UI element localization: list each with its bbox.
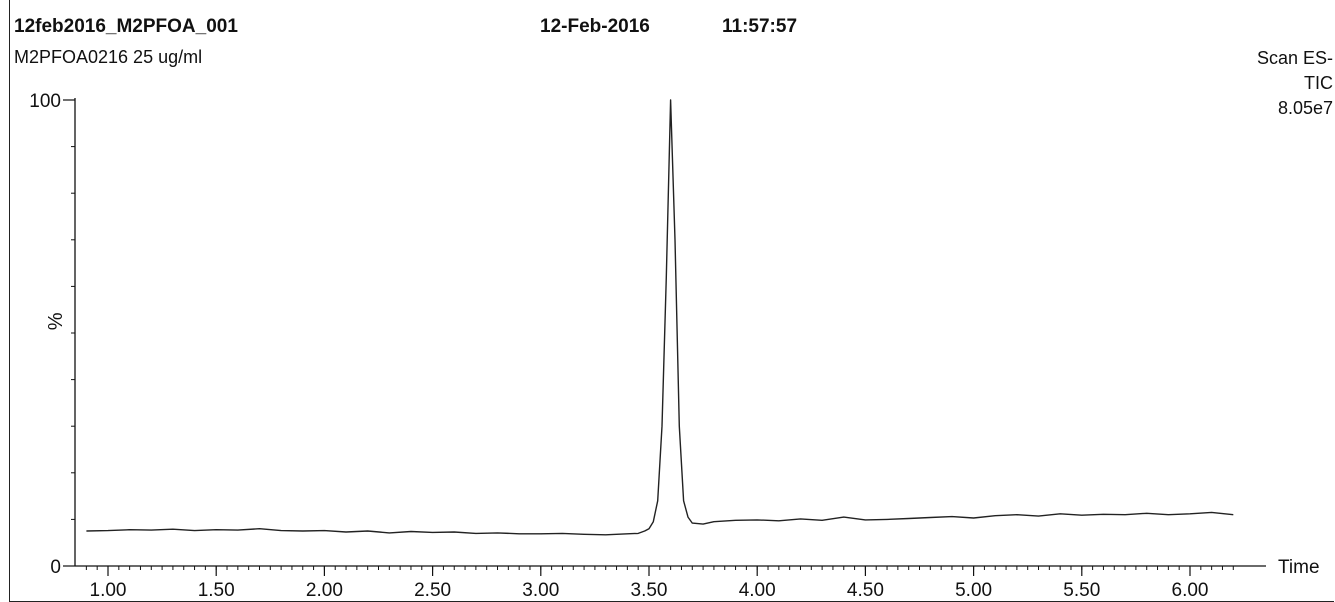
trace-type: TIC	[1304, 73, 1333, 93]
tic-trace-line	[86, 99, 1234, 536]
file-name: 12feb2016_M2PFOA_001	[14, 16, 238, 37]
x-tick-label: 2.00	[306, 580, 343, 601]
x-tick-label: 4.00	[739, 580, 776, 601]
x-tick-label: 1.00	[90, 580, 127, 601]
x-tick-label: 6.00	[1172, 580, 1209, 601]
acquisition-time: 11:57:57	[722, 16, 798, 37]
plot-area	[86, 99, 1234, 536]
x-tick-label: 2.50	[414, 580, 451, 601]
x-tick-label: 3.50	[631, 580, 668, 601]
sample-name: M2PFOA0216 25 ug/ml	[14, 47, 203, 67]
x-tick-label: 5.50	[1063, 580, 1100, 601]
x-tick-label: 4.50	[847, 580, 884, 601]
y-tick-label: 0	[50, 557, 61, 578]
y-axis-label: %	[45, 312, 67, 330]
x-tick-label: 5.00	[955, 580, 992, 601]
x-tick-label: 1.50	[198, 580, 235, 601]
scan-mode: Scan ES-	[1256, 48, 1333, 68]
x-axis-label: Time	[1278, 557, 1320, 578]
axes: 0 100% 1.00 1.50 2.00 2.50 3.00 3.50 4.00 4.50 5.0…	[29, 91, 1319, 601]
y-tick-label: 100	[29, 91, 61, 112]
x-tick-label: 3.00	[522, 580, 559, 601]
max-intensity: 8.05e7	[1277, 98, 1333, 118]
acquisition-date: 12-Feb-2016	[540, 16, 650, 37]
